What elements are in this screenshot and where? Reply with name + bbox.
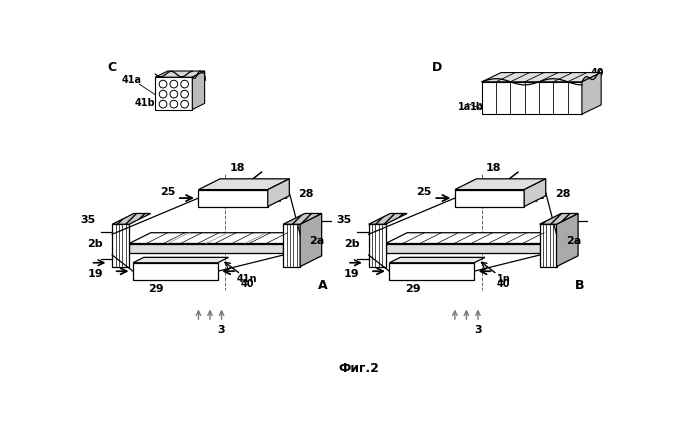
Text: 18: 18 — [229, 163, 245, 173]
Polygon shape — [582, 73, 601, 114]
Polygon shape — [455, 190, 524, 207]
Polygon shape — [155, 71, 205, 77]
Text: 40: 40 — [192, 88, 206, 98]
Polygon shape — [113, 224, 129, 266]
Polygon shape — [113, 213, 151, 224]
Text: 29: 29 — [148, 284, 164, 294]
Text: 29: 29 — [405, 284, 420, 294]
Polygon shape — [133, 258, 229, 263]
Text: 1a: 1a — [457, 102, 470, 112]
Text: Фиг.2: Фиг.2 — [338, 362, 379, 375]
Polygon shape — [482, 73, 601, 82]
Text: 25: 25 — [160, 187, 175, 197]
Text: 1n: 1n — [496, 274, 510, 284]
Polygon shape — [389, 263, 474, 280]
Circle shape — [170, 80, 178, 88]
Polygon shape — [524, 179, 546, 207]
Polygon shape — [268, 179, 289, 207]
Text: 40: 40 — [240, 279, 254, 289]
Circle shape — [159, 100, 167, 108]
Circle shape — [181, 80, 189, 88]
Text: 40: 40 — [591, 68, 604, 77]
Text: 1n: 1n — [504, 102, 518, 112]
Polygon shape — [455, 179, 546, 190]
Text: 1b: 1b — [470, 102, 484, 112]
Polygon shape — [300, 213, 322, 266]
Text: 2a: 2a — [565, 236, 581, 246]
Text: C: C — [108, 62, 117, 74]
Text: 35: 35 — [336, 215, 352, 225]
Text: 35: 35 — [80, 215, 95, 225]
Text: 2b: 2b — [87, 238, 103, 249]
Text: 28: 28 — [555, 189, 570, 199]
Polygon shape — [386, 233, 561, 244]
Circle shape — [159, 80, 167, 88]
Text: 41n: 41n — [187, 73, 207, 83]
Polygon shape — [129, 233, 305, 244]
Text: 2b: 2b — [344, 238, 359, 249]
Polygon shape — [368, 224, 386, 266]
Text: 41b: 41b — [134, 98, 155, 108]
Circle shape — [170, 100, 178, 108]
Polygon shape — [482, 82, 582, 114]
Text: 41a: 41a — [122, 75, 141, 85]
Polygon shape — [368, 213, 407, 224]
Polygon shape — [283, 213, 322, 224]
Text: 19: 19 — [344, 269, 359, 279]
Text: 3: 3 — [474, 325, 482, 335]
Circle shape — [159, 90, 167, 98]
Text: 19: 19 — [87, 269, 103, 279]
Circle shape — [181, 100, 189, 108]
Polygon shape — [199, 179, 289, 190]
Text: 2a: 2a — [310, 236, 324, 246]
Circle shape — [170, 90, 178, 98]
Polygon shape — [540, 224, 556, 266]
Text: 28: 28 — [298, 189, 314, 199]
Polygon shape — [192, 71, 205, 110]
Text: 3: 3 — [218, 325, 225, 335]
Polygon shape — [129, 244, 283, 253]
Text: A: A — [318, 279, 328, 292]
Polygon shape — [155, 77, 192, 110]
Text: 40: 40 — [496, 279, 510, 289]
Polygon shape — [556, 213, 578, 266]
Text: 41n: 41n — [237, 274, 257, 284]
Polygon shape — [386, 244, 540, 253]
Text: 41c: 41c — [154, 98, 173, 108]
Text: 18: 18 — [486, 163, 501, 173]
Polygon shape — [199, 190, 268, 207]
Text: 25: 25 — [417, 187, 432, 197]
Circle shape — [181, 90, 189, 98]
Polygon shape — [389, 258, 485, 263]
Polygon shape — [540, 213, 578, 224]
Polygon shape — [283, 224, 300, 266]
Text: D: D — [432, 62, 442, 74]
Text: B: B — [575, 279, 584, 292]
Polygon shape — [133, 263, 217, 280]
